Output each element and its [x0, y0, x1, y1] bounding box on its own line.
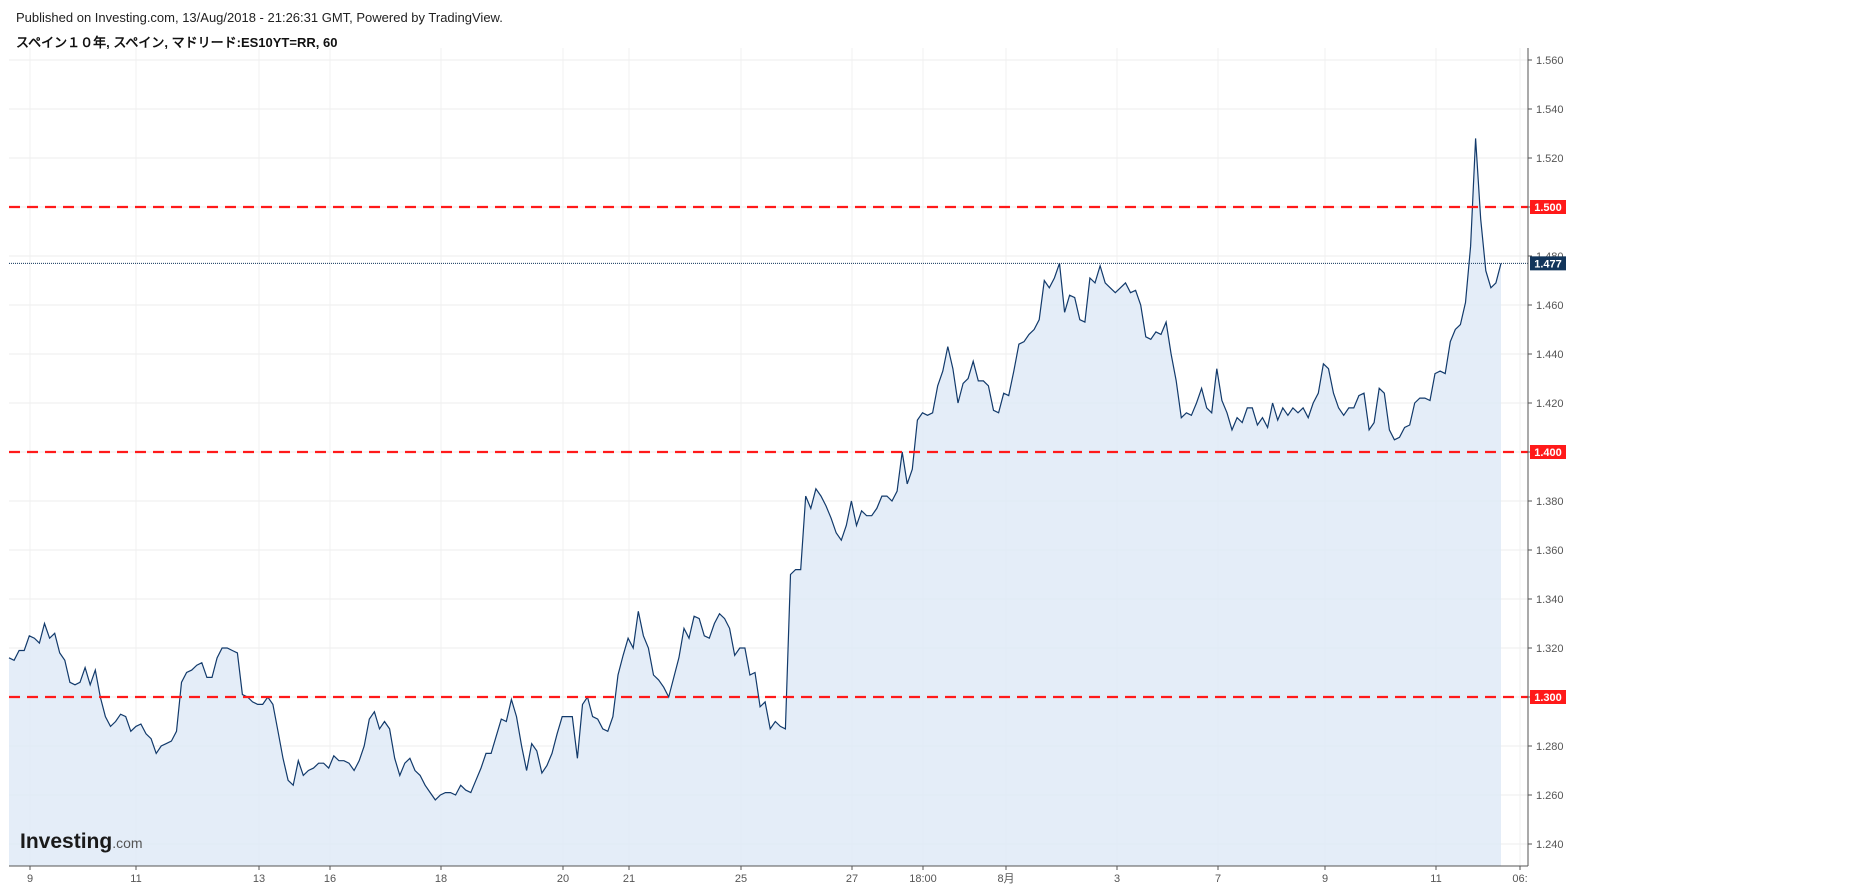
logo-suffix: .com	[112, 835, 143, 851]
y-tick-label: 1.260	[1536, 790, 1564, 802]
x-tick-label: 25	[735, 873, 747, 885]
x-tick-label: 11	[130, 873, 141, 885]
x-tick-label: 18:00	[909, 873, 937, 885]
x-tick-label: 20	[557, 873, 569, 885]
logo-main: Investing	[20, 830, 113, 853]
x-tick-label: 13	[253, 873, 265, 885]
investing-logo: Investing.com	[20, 830, 143, 854]
symbol-title: スペイン１０年, スペイン, マドリード:ES10YT=RR, 60	[16, 35, 338, 50]
level-label-box	[1530, 690, 1566, 704]
x-tick-label: 06:	[1512, 873, 1527, 885]
level-label-box	[1530, 200, 1566, 214]
x-tick-label: 16	[324, 873, 336, 885]
y-tick-label: 1.240	[1536, 839, 1564, 851]
y-tick-label: 1.460	[1536, 300, 1564, 312]
x-tick-label: 27	[846, 873, 858, 885]
current-price-box	[1530, 256, 1566, 271]
x-tick-label: 3	[1114, 873, 1120, 885]
y-tick-label: 1.360	[1536, 545, 1564, 557]
y-tick-label: 1.320	[1536, 643, 1564, 655]
x-tick-label: 11	[1430, 873, 1441, 885]
y-tick-label: 1.540	[1536, 104, 1564, 116]
level-label: 1.400	[1534, 447, 1562, 459]
level-label: 1.500	[1534, 202, 1562, 214]
y-tick-label: 1.520	[1536, 153, 1564, 165]
y-tick-label: 1.440	[1536, 349, 1564, 361]
price-line	[8, 138, 1502, 801]
y-tick-label: 1.560	[1536, 55, 1564, 67]
level-label: 1.300	[1534, 692, 1562, 704]
x-tick-label: 8月	[997, 873, 1014, 885]
y-tick-label: 1.380	[1536, 496, 1564, 508]
published-info: Published on Investing.com, 13/Aug/2018 …	[16, 10, 503, 25]
x-tick-label: 9	[1322, 873, 1328, 885]
x-tick-label: 21	[623, 873, 635, 885]
area-fill	[9, 138, 1501, 866]
level-label-box	[1530, 445, 1566, 459]
x-tick-label: 7	[1215, 873, 1221, 885]
y-tick-label: 1.340	[1536, 594, 1564, 606]
y-tick-label: 1.280	[1536, 741, 1564, 753]
y-tick-label: 1.420	[1536, 398, 1564, 410]
x-tick-label: 18	[435, 873, 447, 885]
x-tick-label: 9	[27, 873, 33, 885]
current-price-label: 1.477	[1534, 258, 1562, 270]
